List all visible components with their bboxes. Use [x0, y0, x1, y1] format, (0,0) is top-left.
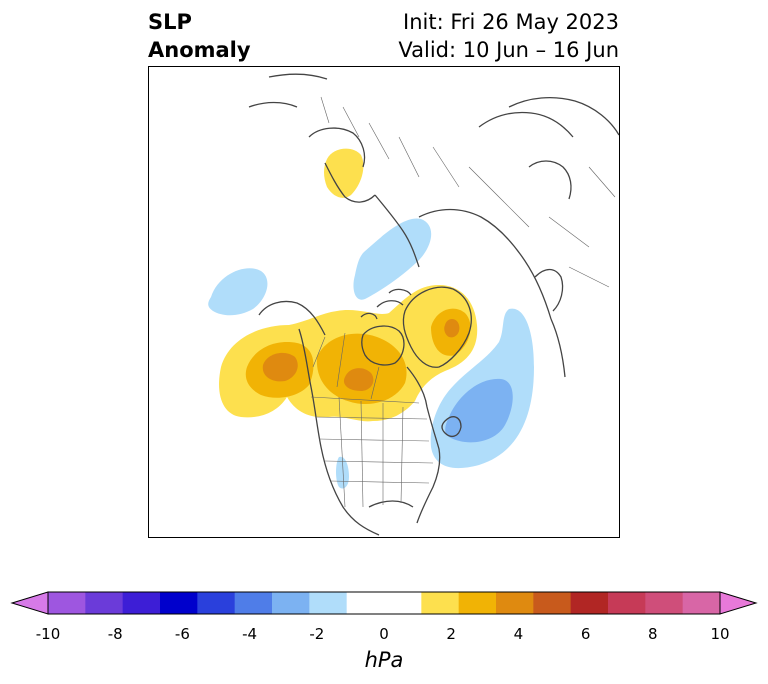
colorbar-tick-label: -6	[174, 625, 190, 643]
colorbar-cell	[608, 592, 646, 614]
colorbar-cell	[346, 592, 385, 614]
negative-anomaly-pacific	[208, 268, 268, 316]
colorbar-tick-label: 0	[379, 625, 389, 643]
colorbar-cell	[272, 592, 310, 614]
map-svg	[208, 73, 619, 536]
colorbar-cell	[234, 592, 273, 614]
borders	[310, 96, 616, 508]
chart-dates: Init: Fri 26 May 2023 Valid: 10 Jun – 16…	[398, 8, 619, 64]
colorbar-cell	[85, 592, 124, 614]
colorbar-cell	[197, 592, 236, 614]
positive-anomaly-canada-core	[343, 368, 374, 391]
colorbar-unit: hPa	[364, 648, 404, 672]
valid-range: Valid: 10 Jun – 16 Jun	[398, 38, 619, 62]
colorbar-right-arrow	[719, 591, 758, 615]
colorbar-tick-label: -2	[309, 625, 325, 643]
title-variable: SLP	[148, 10, 192, 34]
positive-anomaly-europe	[324, 148, 364, 198]
colorbar-cell	[458, 592, 497, 614]
colorbar-cell	[645, 592, 684, 614]
negative-anomaly-russia	[353, 218, 432, 300]
colorbar-tick-label: -4	[242, 625, 258, 643]
colorbar-cell	[48, 592, 86, 614]
colorbar-left-arrow	[10, 591, 49, 615]
colorbar-tick-label: 2	[446, 625, 456, 643]
colorbar-frame	[47, 591, 721, 615]
init-date: Init: Fri 26 May 2023	[403, 10, 619, 34]
colorbar-cell	[384, 592, 422, 614]
colorbar-cell	[421, 592, 460, 614]
colorbar-tick-label: 4	[513, 625, 524, 643]
colorbar-cell	[533, 592, 572, 614]
colorbar-cell	[682, 592, 721, 614]
colorbar-cell	[570, 592, 609, 614]
colorbar-tick-label: -10	[35, 625, 61, 643]
colorbar-cell	[309, 592, 348, 614]
colorbar-tick-label: 8	[648, 625, 658, 643]
coastlines	[248, 73, 619, 536]
colorbar-cell	[122, 592, 161, 614]
map-panel	[148, 66, 620, 538]
chart-title: SLP Anomaly	[148, 8, 251, 64]
colorbar-tick-label: -8	[107, 625, 123, 643]
colorbar-tick-label: 10	[710, 625, 730, 643]
negative-anomaly-us	[336, 456, 349, 489]
title-subtitle: Anomaly	[148, 38, 251, 62]
negative-anomaly-atlantic-core	[445, 378, 513, 443]
anomaly-shading	[208, 148, 534, 489]
colorbar-cell	[496, 592, 534, 614]
colorbar-cell	[160, 592, 198, 614]
positive-anomaly-greenland-core	[444, 319, 460, 338]
colorbar-cells	[48, 592, 721, 614]
positive-anomaly-pacific-core	[262, 352, 298, 382]
colorbar-tick-label: 6	[580, 625, 591, 643]
colorbar	[10, 591, 758, 615]
